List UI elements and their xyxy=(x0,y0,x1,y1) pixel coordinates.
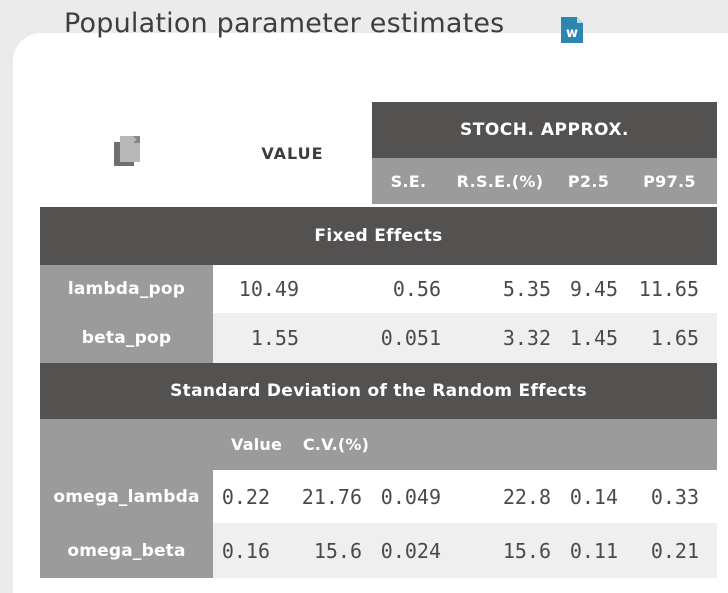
row-label: omega_lambda xyxy=(40,470,213,523)
subcolumn-header-cv: C.V.(%) xyxy=(302,435,370,454)
cell-p25: 0.11 xyxy=(555,523,622,578)
cell-cv: 15.6 xyxy=(300,523,372,578)
cell-p975: 0.33 xyxy=(622,470,717,523)
svg-text:w: w xyxy=(566,26,578,41)
cell-value: 10.49 xyxy=(213,265,372,313)
row-label: lambda_pop xyxy=(40,265,213,313)
cell-value: 1.55 xyxy=(213,313,372,363)
cell-rse: 22.8 xyxy=(445,470,555,523)
section-header-random-effects: Standard Deviation of the Random Effects xyxy=(40,363,717,419)
table-row: omega_lambda 0.22 21.76 0.049 22.8 0.14 … xyxy=(40,470,717,523)
column-header-se: S.E. xyxy=(390,171,427,191)
cell-p25: 9.45 xyxy=(555,265,622,313)
cell-p975: 11.65 xyxy=(622,265,717,313)
table-row: lambda_pop 10.49 0.56 5.35 9.45 11.65 xyxy=(40,265,717,313)
table-row: beta_pop 1.55 0.051 3.32 1.45 1.65 xyxy=(40,313,717,363)
copy-icon-cell xyxy=(40,102,213,204)
subcolumn-header-filler xyxy=(372,419,717,470)
parameter-estimates-table: VALUE STOCH. APPROX. S.E. R.S.E.(%) P2.5… xyxy=(40,102,717,578)
cell-se: 0.56 xyxy=(372,265,445,313)
column-header-rse: R.S.E.(%) xyxy=(456,171,544,191)
cell-rse: 3.32 xyxy=(445,313,555,363)
subcolumn-header-value: Value xyxy=(230,435,283,454)
cell-se: 0.024 xyxy=(372,523,445,578)
cell-value: 0.16 xyxy=(213,523,300,578)
subcolumn-header-spacer xyxy=(40,419,213,470)
row-label: beta_pop xyxy=(40,313,213,363)
table-row: omega_beta 0.16 15.6 0.024 15.6 0.11 0.2… xyxy=(40,523,717,578)
cell-se: 0.051 xyxy=(372,313,445,363)
cell-cv: 21.76 xyxy=(300,470,372,523)
page-title: Population parameter estimates xyxy=(64,8,505,39)
table-header: VALUE STOCH. APPROX. S.E. R.S.E.(%) P2.5… xyxy=(40,102,717,204)
column-header-p25: P2.5 xyxy=(567,171,610,191)
subcolumn-header-row: Value C.V.(%) xyxy=(40,419,717,470)
cell-p975: 0.21 xyxy=(622,523,717,578)
section-header-fixed-effects: Fixed Effects xyxy=(40,207,717,265)
cell-p975: 1.65 xyxy=(622,313,717,363)
word-export-icon[interactable]: w xyxy=(560,16,584,44)
row-label: omega_beta xyxy=(40,523,213,578)
cell-p25: 0.14 xyxy=(555,470,622,523)
copy-icon[interactable] xyxy=(111,134,142,172)
cell-p25: 1.45 xyxy=(555,313,622,363)
column-header-p975: P97.5 xyxy=(643,171,696,191)
cell-rse: 15.6 xyxy=(445,523,555,578)
column-group-header-stoch-approx: STOCH. APPROX. xyxy=(372,102,717,158)
column-header-value: VALUE xyxy=(261,143,324,163)
cell-se: 0.049 xyxy=(372,470,445,523)
cell-rse: 5.35 xyxy=(445,265,555,313)
cell-value: 0.22 xyxy=(213,470,300,523)
